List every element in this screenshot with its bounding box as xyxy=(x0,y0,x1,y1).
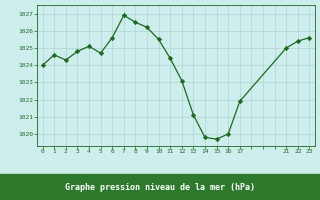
Text: Graphe pression niveau de la mer (hPa): Graphe pression niveau de la mer (hPa) xyxy=(65,182,255,192)
